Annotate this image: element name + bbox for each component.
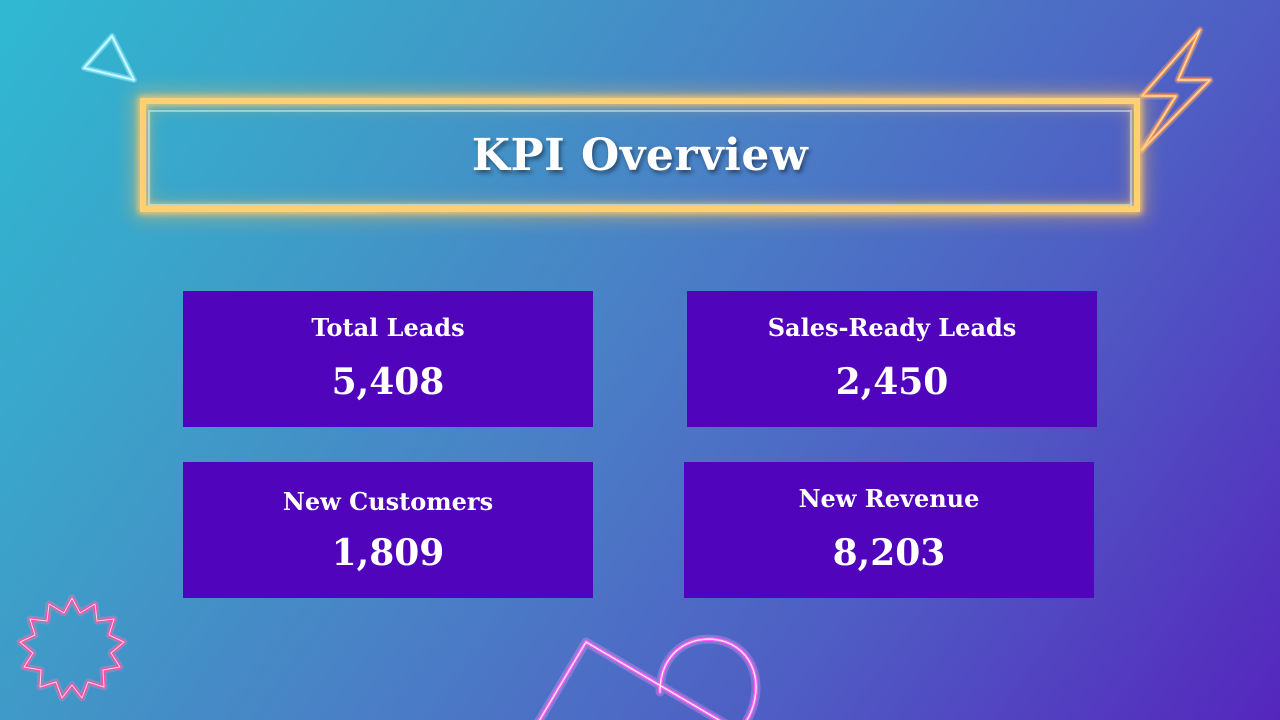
kpi-value: 5,408 — [331, 361, 445, 403]
page-title: KPI Overview — [471, 129, 809, 181]
kpi-label: New Customers — [282, 487, 494, 516]
kpi-card-new-revenue: New Revenue 8,203 — [684, 462, 1094, 598]
kpi-value: 1,809 — [331, 532, 445, 574]
starburst-icon — [16, 594, 128, 702]
kpi-card-total-leads: Total Leads 5,408 — [183, 291, 593, 427]
kpi-label: New Revenue — [798, 484, 980, 513]
kpi-card-new-customers: New Customers 1,809 — [183, 462, 593, 598]
triangle-icon — [81, 33, 137, 83]
kpi-label: Sales-Ready Leads — [767, 313, 1017, 342]
padlock-icon — [534, 634, 761, 720]
kpi-value: 8,203 — [832, 532, 946, 574]
kpi-label: Total Leads — [311, 313, 465, 342]
kpi-card-sales-ready-leads: Sales-Ready Leads 2,450 — [687, 291, 1097, 427]
kpi-value: 2,450 — [835, 361, 949, 403]
title-frame: KPI Overview — [140, 98, 1140, 212]
lightning-bolt-icon — [1138, 26, 1214, 154]
